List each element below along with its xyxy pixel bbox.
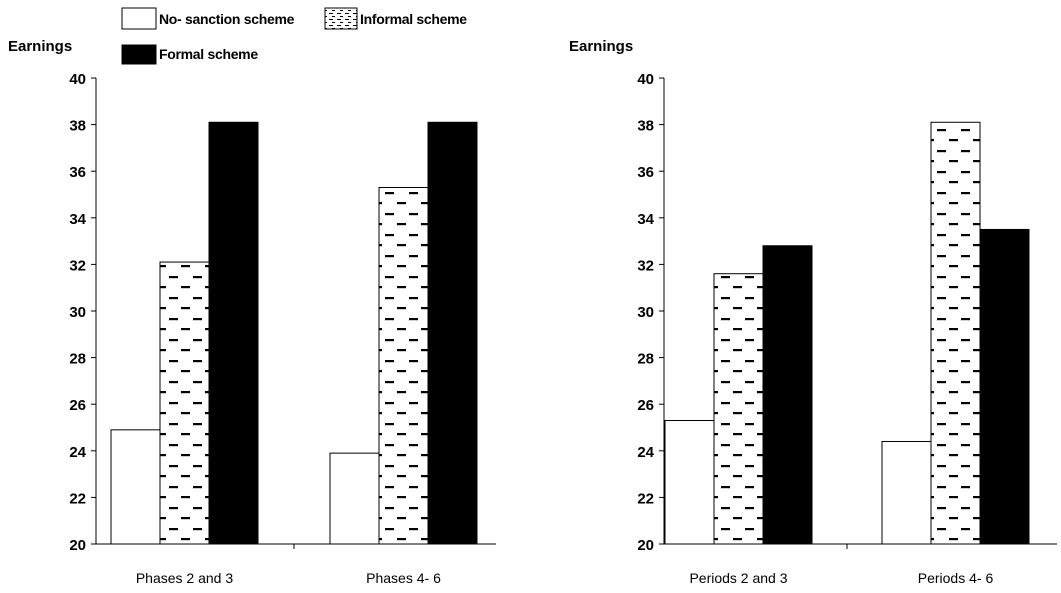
y-tick-label-right: 20: [637, 537, 654, 554]
bar-formal-left-1: [427, 121, 478, 545]
y-tick-label-right: 36: [637, 164, 654, 181]
category-label-left-0: Phases 2 and 3: [136, 570, 234, 586]
y-tick-label-right: 26: [637, 397, 654, 414]
y-tick-label-right: 32: [637, 257, 654, 274]
legend-label-no-sanction: No- sanction scheme: [159, 11, 295, 27]
category-label-right-1: Periods 4- 6: [918, 570, 994, 586]
legend-item-formal: Formal scheme: [121, 44, 259, 65]
legend-swatch-informal: [324, 7, 358, 30]
bar-formal-right-0: [762, 245, 813, 545]
y-tick-label-right: 24: [637, 444, 654, 461]
y-tick-label-left: 32: [69, 257, 86, 274]
y-tick-label-right: 38: [637, 118, 654, 135]
y-tick-label-right: 22: [637, 490, 654, 507]
bar-informal-left-0: [159, 261, 210, 545]
bar-no-sanction-left-1: [329, 452, 380, 545]
y-tick-label-right: 30: [637, 304, 654, 321]
y-tick-label-left: 20: [69, 537, 86, 554]
y-tick-label-left: 38: [69, 118, 86, 135]
legend: No- sanction scheme Informal scheme Form…: [121, 7, 468, 65]
y-tick-label-left: 30: [69, 304, 86, 321]
legend-item-no-sanction: No- sanction scheme: [121, 7, 295, 30]
y-axis-label-right: Earnings: [569, 38, 633, 55]
chart-panel-left: Earnings 20 22 24 26 28 30 32 34 36 38 40 Phases 2 …: [8, 38, 496, 586]
y-tick-label-left: 26: [69, 397, 86, 414]
y-tick-label-left: 22: [69, 490, 86, 507]
legend-swatch-no-sanction: [121, 7, 157, 30]
bar-informal-right-1: [930, 121, 981, 545]
y-tick-label-left: 24: [69, 444, 86, 461]
bar-no-sanction-right-0: [664, 420, 715, 545]
bar-informal-left-1: [378, 187, 429, 545]
legend-swatch-formal: [121, 44, 157, 65]
bar-formal-right-1: [979, 228, 1030, 545]
bar-no-sanction-right-1: [881, 440, 932, 545]
bar-informal-right-0: [713, 273, 764, 545]
legend-label-formal: Formal scheme: [159, 46, 258, 62]
bar-formal-left-0: [208, 121, 259, 545]
legend-item-informal: Informal scheme: [324, 7, 468, 30]
y-tick-label-right: 40: [637, 71, 654, 88]
y-tick-label-right: 34: [637, 211, 654, 228]
category-label-left-1: Phases 4- 6: [366, 570, 441, 586]
y-tick-label-right: 28: [637, 351, 654, 368]
y-tick-label-left: 28: [69, 351, 86, 368]
category-label-right-0: Periods 2 and 3: [689, 570, 787, 586]
legend-label-informal: Informal scheme: [360, 11, 467, 27]
bar-no-sanction-left-0: [110, 429, 161, 545]
chart-panel-right: Earnings 20 22 24 26 28 30 32 34 36 38 40 Periods 2…: [569, 38, 1057, 586]
y-axis-label-left: Earnings: [8, 38, 72, 55]
y-tick-label-left: 40: [69, 71, 86, 88]
y-tick-label-left: 34: [69, 211, 86, 228]
y-tick-label-left: 36: [69, 164, 86, 181]
